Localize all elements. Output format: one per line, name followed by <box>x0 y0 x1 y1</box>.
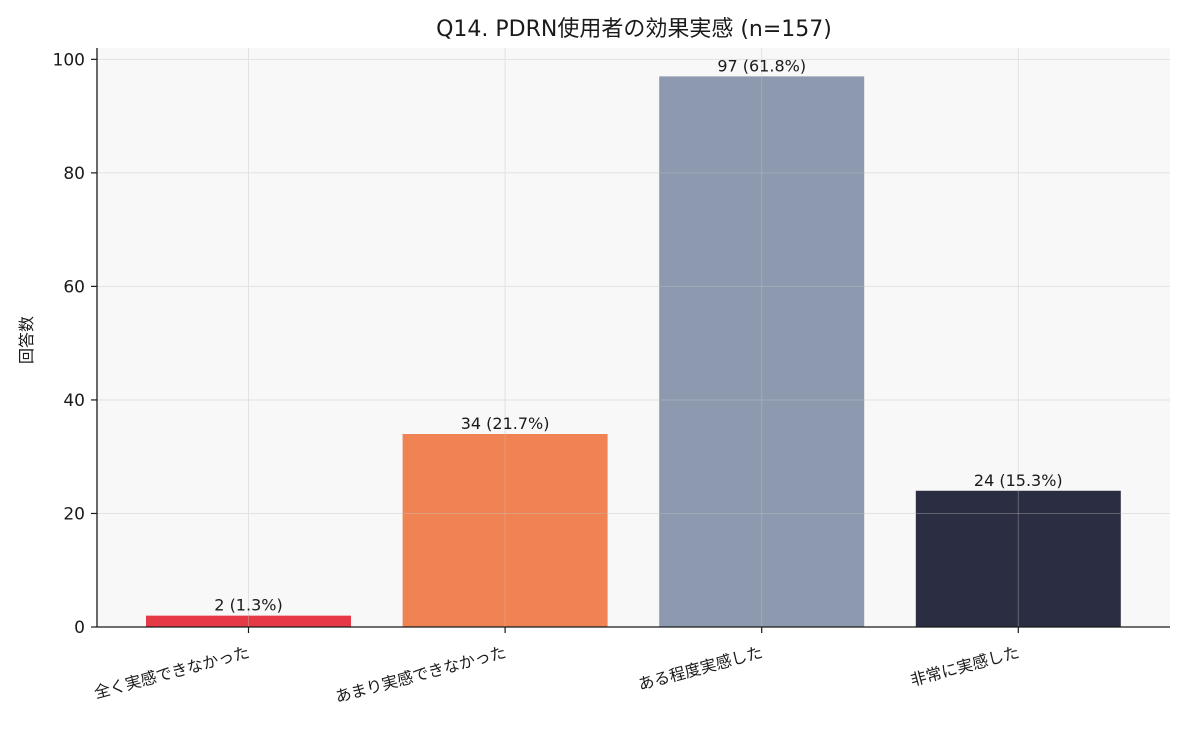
data-label-2: 97 (61.8%) <box>717 56 806 75</box>
data-label-3: 24 (15.3%) <box>974 471 1063 490</box>
bar-3 <box>915 490 1121 627</box>
x-tick-label-0: 全く実感できなかった <box>92 643 251 703</box>
y-tick-label-40: 40 <box>63 391 85 411</box>
bar-1 <box>402 434 608 627</box>
x-tick-label-3: 非常に実感した <box>908 643 1021 690</box>
y-tick-label-20: 20 <box>63 504 85 524</box>
y-axis-label: 回答数 <box>17 316 36 364</box>
y-tick-label-80: 80 <box>63 164 85 184</box>
data-label-1: 34 (21.7%) <box>461 414 550 433</box>
bar-0 <box>146 615 351 627</box>
x-tick-label-2: ある程度実感した <box>636 643 765 694</box>
bar-2 <box>659 76 865 628</box>
data-label-0: 2 (1.3%) <box>214 596 282 615</box>
plot-area: 2 (1.3%) 34 (21.7%) 97 (61.8%) 24 (15.3%) 0 2… <box>53 48 1170 706</box>
y-tick-label-0: 0 <box>74 618 85 638</box>
x-tick-label-1: あまり実感できなかった <box>333 643 508 707</box>
y-tick-label-60: 60 <box>63 277 85 297</box>
y-tick-label-100: 100 <box>53 50 85 70</box>
chart-title: Q14. PDRN使用者の効果実感 (n=157) <box>436 17 832 42</box>
